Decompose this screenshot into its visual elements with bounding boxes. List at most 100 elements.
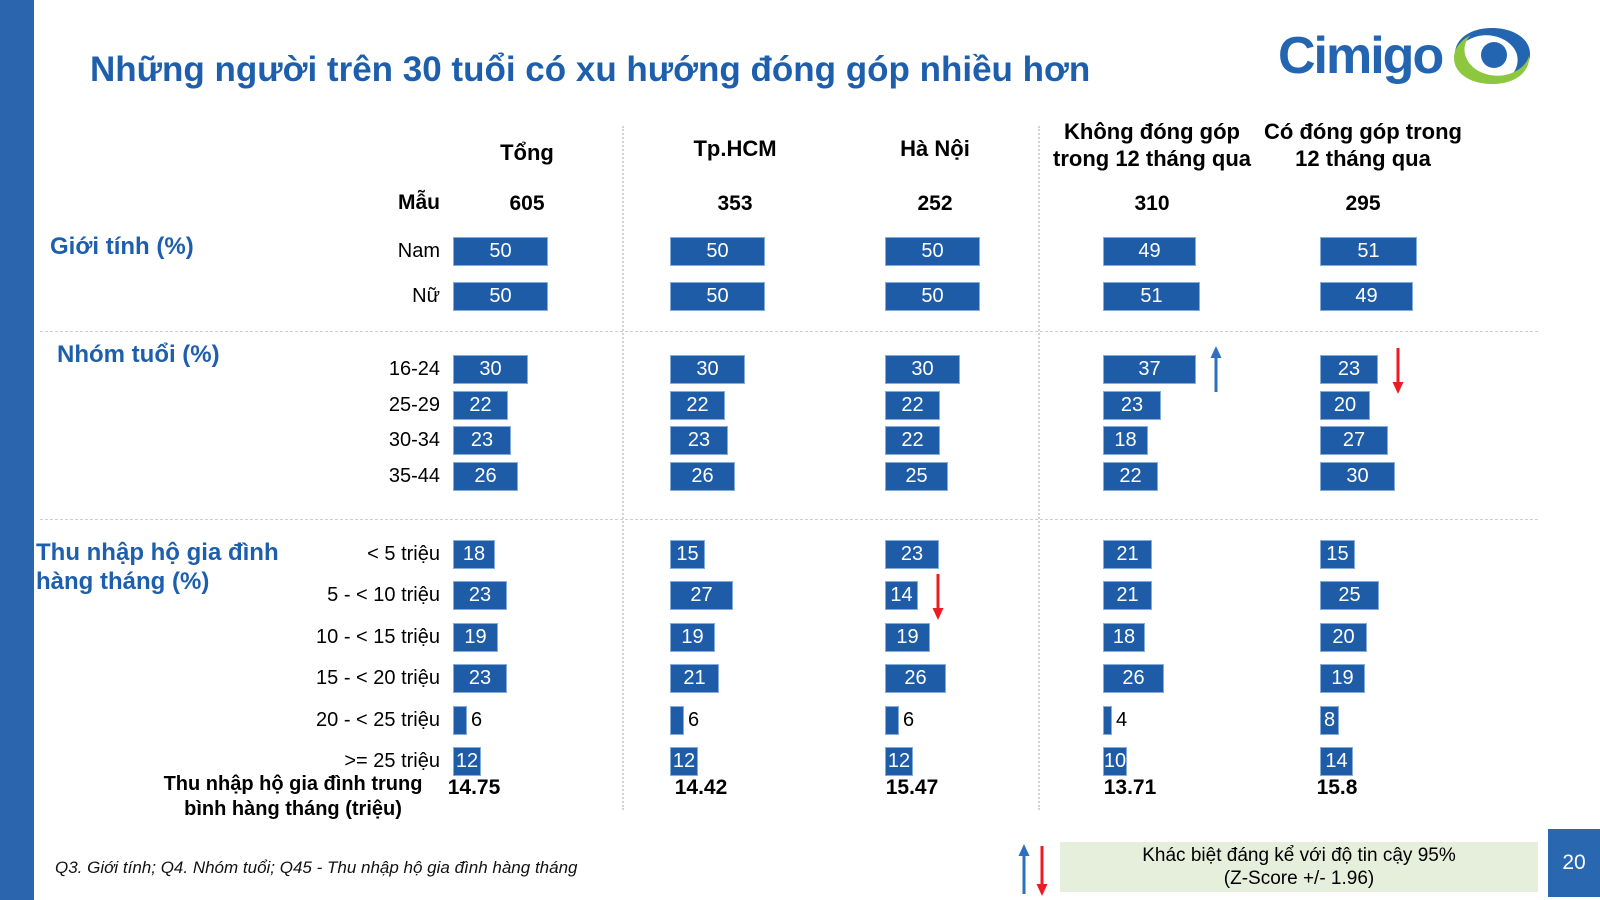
- bar-value: 18: [462, 543, 486, 565]
- legend-text-line2: (Z-Score +/- 1.96): [1223, 868, 1375, 889]
- bar: 50: [453, 237, 548, 266]
- bar: 22: [670, 391, 725, 420]
- bar-value: 19: [681, 626, 704, 648]
- bar-value: 21: [1116, 584, 1139, 606]
- bar: 6: [670, 706, 699, 735]
- significance-legend: Khác biệt đáng kể với độ tin cậy 95% (Z-…: [1060, 842, 1538, 892]
- row-label: 20 - < 25 triệu: [316, 709, 440, 731]
- bar: 51: [1103, 282, 1200, 311]
- bar-value: 14: [890, 584, 913, 606]
- bar-value: 20: [1333, 394, 1357, 416]
- significance-arrow-icon: [1208, 345, 1224, 400]
- bar-value: 21: [683, 667, 706, 689]
- bar-value: 12: [887, 750, 911, 772]
- bar: 50: [885, 237, 980, 266]
- bar-value: 6: [471, 709, 483, 731]
- bar: 6: [453, 706, 482, 735]
- bar: 15: [670, 540, 705, 569]
- bar-value: 6: [903, 709, 915, 731]
- bar: 14: [1320, 747, 1353, 776]
- bar-value: 51: [1140, 285, 1163, 307]
- mean-value: 13.71: [1103, 776, 1157, 799]
- bar-value: 49: [1355, 285, 1378, 307]
- bar-value: 19: [464, 626, 487, 648]
- bar: 25: [885, 462, 948, 491]
- bar-value: 22: [469, 394, 492, 416]
- bar: 4: [1103, 706, 1127, 735]
- bar-value: 6: [688, 709, 700, 731]
- bar: 22: [453, 391, 508, 420]
- bar: 26: [453, 462, 518, 491]
- page-title: Những người trên 30 tuổi có xu hướng đón…: [90, 50, 1091, 89]
- sample-value: 252: [917, 192, 953, 215]
- bar-value: 26: [691, 465, 714, 487]
- bar: 20: [1320, 623, 1367, 652]
- bar: 22: [885, 426, 940, 455]
- bar: 23: [453, 664, 507, 693]
- row-label: 35-44: [388, 465, 440, 487]
- left-accent-bar: [0, 0, 34, 900]
- bar-value: 26: [904, 667, 927, 689]
- column-divider: [1038, 126, 1040, 810]
- sample-value: 605: [509, 192, 545, 215]
- bar-value: 15: [676, 543, 699, 565]
- bar-value: 30: [1346, 465, 1369, 487]
- bar-value: 8: [1323, 709, 1336, 731]
- bar: 49: [1103, 237, 1196, 266]
- bar: 37: [1103, 355, 1196, 384]
- bar: 12: [885, 747, 913, 776]
- bar: 18: [1103, 426, 1148, 455]
- bar: 50: [670, 237, 765, 266]
- bar-value: 51: [1357, 240, 1380, 262]
- bar-value: 22: [686, 394, 709, 416]
- section-divider: [40, 331, 1538, 332]
- column-header: Tp.HCM: [693, 136, 777, 161]
- bar-value: 4: [1116, 709, 1128, 731]
- bar: 50: [670, 282, 765, 311]
- bar-value: 26: [1122, 667, 1145, 689]
- bar: 19: [670, 623, 715, 652]
- bar-value: 14: [1325, 750, 1348, 772]
- bar: 18: [453, 540, 495, 569]
- mean-value: 15.8: [1316, 776, 1358, 799]
- bar-value: 22: [901, 394, 924, 416]
- section-heading: Nhóm tuổi (%): [57, 341, 220, 368]
- sample-value: 353: [717, 192, 753, 215]
- bar: 21: [1103, 540, 1152, 569]
- bar-value: 19: [1331, 667, 1354, 689]
- bar: 6: [885, 706, 914, 735]
- bar-value: 18: [1114, 429, 1137, 451]
- row-label: >= 25 triệu: [344, 750, 440, 772]
- bar-value: 50: [489, 285, 512, 307]
- bar-value: 22: [901, 429, 924, 451]
- bar-value: 19: [896, 626, 919, 648]
- bar-value: 10: [1103, 750, 1127, 772]
- legend-up-arrow-icon: [1016, 843, 1032, 900]
- bar: 19: [453, 623, 498, 652]
- bar-value: 26: [474, 465, 497, 487]
- mean-row-label: Thu nhập hộ gia đình trung bình hàng thá…: [163, 773, 423, 820]
- bar-value: 18: [1112, 626, 1136, 648]
- bar-value: 25: [905, 465, 928, 487]
- bar: 30: [670, 355, 745, 384]
- bar: 23: [453, 426, 511, 455]
- section-heading: Thu nhập hộ gia đình hàng tháng (%): [36, 539, 279, 595]
- bar: 12: [670, 747, 698, 776]
- bar-value: 23: [468, 584, 492, 606]
- legend-arrows: [1016, 843, 1050, 900]
- bar-value: 22: [1119, 465, 1142, 487]
- row-label: 5 - < 10 triệu: [327, 584, 440, 606]
- sample-value: 310: [1134, 192, 1170, 215]
- legend-down-arrow-icon: [1034, 843, 1050, 900]
- mean-value: 15.47: [885, 776, 939, 799]
- row-label: 10 - < 15 triệu: [316, 626, 440, 648]
- bar-value: 12: [455, 750, 479, 772]
- legend-text-line1: Khác biệt đáng kể với độ tin cậy 95%: [1142, 845, 1456, 866]
- logo-wordmark: Cimigo: [1278, 27, 1444, 85]
- column-header: Hà Nội: [900, 136, 970, 161]
- bar-value: 50: [706, 285, 729, 307]
- bar: 23: [453, 581, 507, 610]
- bar-value: 21: [1116, 543, 1139, 565]
- mean-value: 14.75: [447, 776, 501, 799]
- bar: 23: [885, 540, 939, 569]
